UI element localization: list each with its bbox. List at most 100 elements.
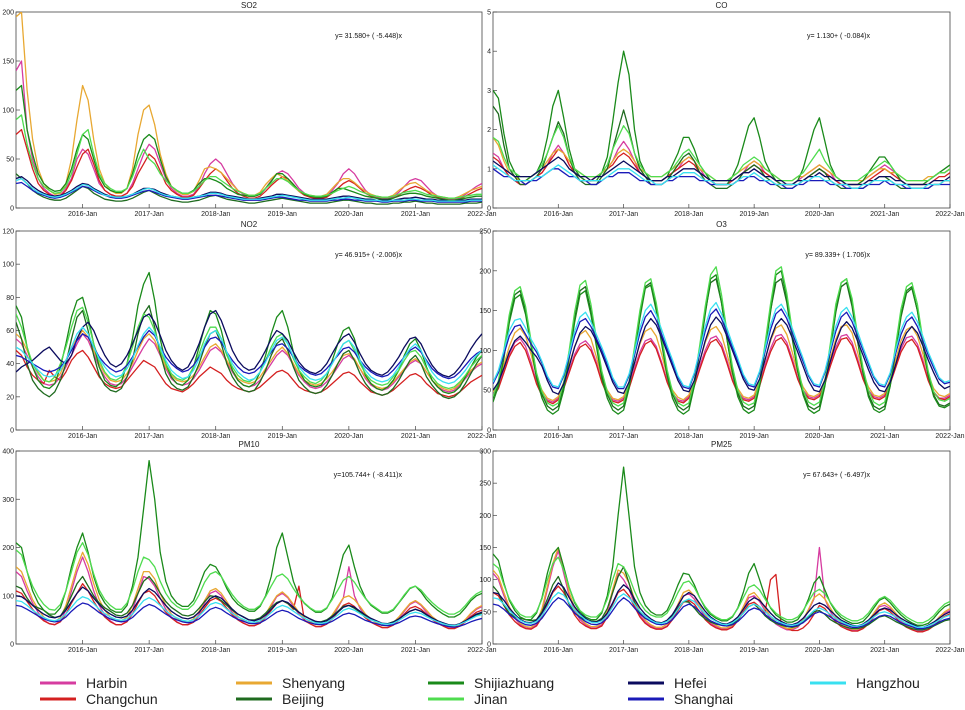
y-tick-label: 3 xyxy=(487,88,491,95)
series-line-shijiazhuang xyxy=(16,84,482,201)
x-tick-label: 2021-Jan xyxy=(401,433,430,440)
series-line-shanghai xyxy=(493,308,950,390)
x-tick-label: 2021-Jan xyxy=(401,647,430,654)
y-tick-label: 100 xyxy=(479,577,491,584)
y-tick-label: 250 xyxy=(479,481,491,488)
x-tick-label: 2019-Jan xyxy=(268,433,297,440)
y-tick-label: 50 xyxy=(483,388,491,395)
x-tick-label: 2016-Jan xyxy=(544,647,573,654)
y-tick-label: 2 xyxy=(487,127,491,134)
y-tick-label: 60 xyxy=(6,328,14,335)
series-line-hangzhou xyxy=(493,591,950,628)
series-line-shanghai xyxy=(493,597,950,630)
series-line-beijing xyxy=(16,575,482,627)
y-tick-label: 0 xyxy=(487,428,491,435)
legend-label-jinan: Jinan xyxy=(474,691,507,707)
series-line-shenyang xyxy=(493,546,950,631)
x-tick-label: 2021-Jan xyxy=(870,211,899,218)
series-line-shijiazhuang xyxy=(493,50,950,186)
x-tick-label: 2018-Jan xyxy=(201,433,230,440)
series-line-changchun xyxy=(16,583,482,630)
series-line-jinan xyxy=(16,542,482,615)
series-line-beijing xyxy=(16,173,482,205)
panel-pm25: PM25 y= 67.643+ ( -6.497)x 0 50 100 150 200 250… xyxy=(479,440,964,654)
x-tick-label: 2017-Jan xyxy=(609,211,638,218)
trend-equation: y=105.744+ ( -8.411)x xyxy=(334,472,403,479)
x-tick-label: 2016-Jan xyxy=(544,211,573,218)
plot-frame xyxy=(492,230,951,431)
x-tick-label: 2017-Jan xyxy=(135,211,164,218)
panel-pm10: PM10 y=105.744+ ( -8.411)x 0 100 200 300 400 20… xyxy=(2,440,496,654)
y-tick-label: 100 xyxy=(2,108,14,115)
y-tick-label: 100 xyxy=(479,348,491,355)
panel-co: CO y= 1.130+ ( -0.084)x 0 1 2 3 4 5 2016-Jan 2017… xyxy=(487,1,965,218)
x-tick-label: 2020-Jan xyxy=(805,647,834,654)
plot-frame xyxy=(492,11,951,209)
y-tick-label: 1 xyxy=(487,166,491,173)
y-tick-label: 100 xyxy=(2,593,14,600)
x-tick-label: 2022-Jan xyxy=(935,211,964,218)
series-line-hangzhou xyxy=(16,596,482,627)
series-line-shenyang xyxy=(16,329,482,391)
series-line-beijing xyxy=(16,304,482,400)
y-tick-label: 0 xyxy=(10,642,14,649)
panel-o3: O3 y= 89.339+ ( 1.706)x 0 50 100 150 200 250 201… xyxy=(479,220,964,440)
y-tick-label: 20 xyxy=(6,394,14,401)
panel-title: CO xyxy=(716,1,728,10)
y-tick-label: 150 xyxy=(479,308,491,315)
x-tick-label: 2017-Jan xyxy=(609,647,638,654)
x-tick-label: 2019-Jan xyxy=(740,433,769,440)
trend-equation: y= 31.580+ ( -5.448)x xyxy=(335,33,402,40)
x-tick-label: 2017-Jan xyxy=(609,433,638,440)
x-tick-label: 2021-Jan xyxy=(870,647,899,654)
series-line-shanghai xyxy=(16,181,482,203)
series-line-harbin xyxy=(493,333,950,403)
trend-equation: y= 46.915+ ( -2.006)x xyxy=(335,252,402,259)
x-tick-label: 2018-Jan xyxy=(674,211,703,218)
y-tick-label: 300 xyxy=(479,449,491,456)
y-tick-label: 150 xyxy=(479,545,491,552)
series-line-changchun xyxy=(493,337,950,405)
y-tick-label: 150 xyxy=(2,59,14,66)
x-tick-label: 2016-Jan xyxy=(68,647,97,654)
panel-no2: NO2 y= 46.915+ ( -2.006)x 0 20 40 60 80 100 120 2… xyxy=(2,220,496,440)
series-line-jinan xyxy=(493,266,950,407)
x-tick-label: 2021-Jan xyxy=(401,211,430,218)
y-tick-label: 100 xyxy=(2,262,14,269)
series-line-jinan xyxy=(16,114,482,199)
series-line-shijiazhuang xyxy=(16,459,482,618)
x-tick-label: 2019-Jan xyxy=(740,211,769,218)
y-tick-label: 200 xyxy=(2,10,14,17)
y-tick-label: 200 xyxy=(2,545,14,552)
y-tick-label: 40 xyxy=(6,361,14,368)
series-line-shenyang xyxy=(16,12,482,199)
x-tick-label: 2022-Jan xyxy=(467,211,496,218)
x-tick-label: 2018-Jan xyxy=(201,647,230,654)
series-line-shanghai xyxy=(16,602,482,628)
y-tick-label: 300 xyxy=(2,497,14,504)
series-line-hefei xyxy=(493,316,950,395)
x-tick-label: 2020-Jan xyxy=(334,433,363,440)
legend-label-changchun: Changchun xyxy=(86,691,158,707)
series-line-hangzhou xyxy=(16,326,482,385)
legend-label-hefei: Hefei xyxy=(674,675,707,691)
y-tick-label: 0 xyxy=(10,206,14,213)
x-tick-label: 2018-Jan xyxy=(674,647,703,654)
y-tick-label: 0 xyxy=(10,428,14,435)
x-tick-label: 2022-Jan xyxy=(467,647,496,654)
legend-label-hangzhou: Hangzhou xyxy=(856,675,920,691)
panel-title: O3 xyxy=(716,220,727,229)
series-line-jinan xyxy=(493,556,950,624)
series-line-jinan xyxy=(16,306,482,390)
y-tick-label: 4 xyxy=(487,49,491,56)
series-line-hangzhou xyxy=(16,177,482,202)
legend-label-shenyang: Shenyang xyxy=(282,675,345,691)
series-line-hefei xyxy=(16,309,482,378)
y-tick-label: 80 xyxy=(6,295,14,302)
legend-label-harbin: Harbin xyxy=(86,675,127,691)
legend-label-shanghai: Shanghai xyxy=(674,691,733,707)
x-tick-label: 2021-Jan xyxy=(870,433,899,440)
y-tick-label: 5 xyxy=(487,10,491,17)
